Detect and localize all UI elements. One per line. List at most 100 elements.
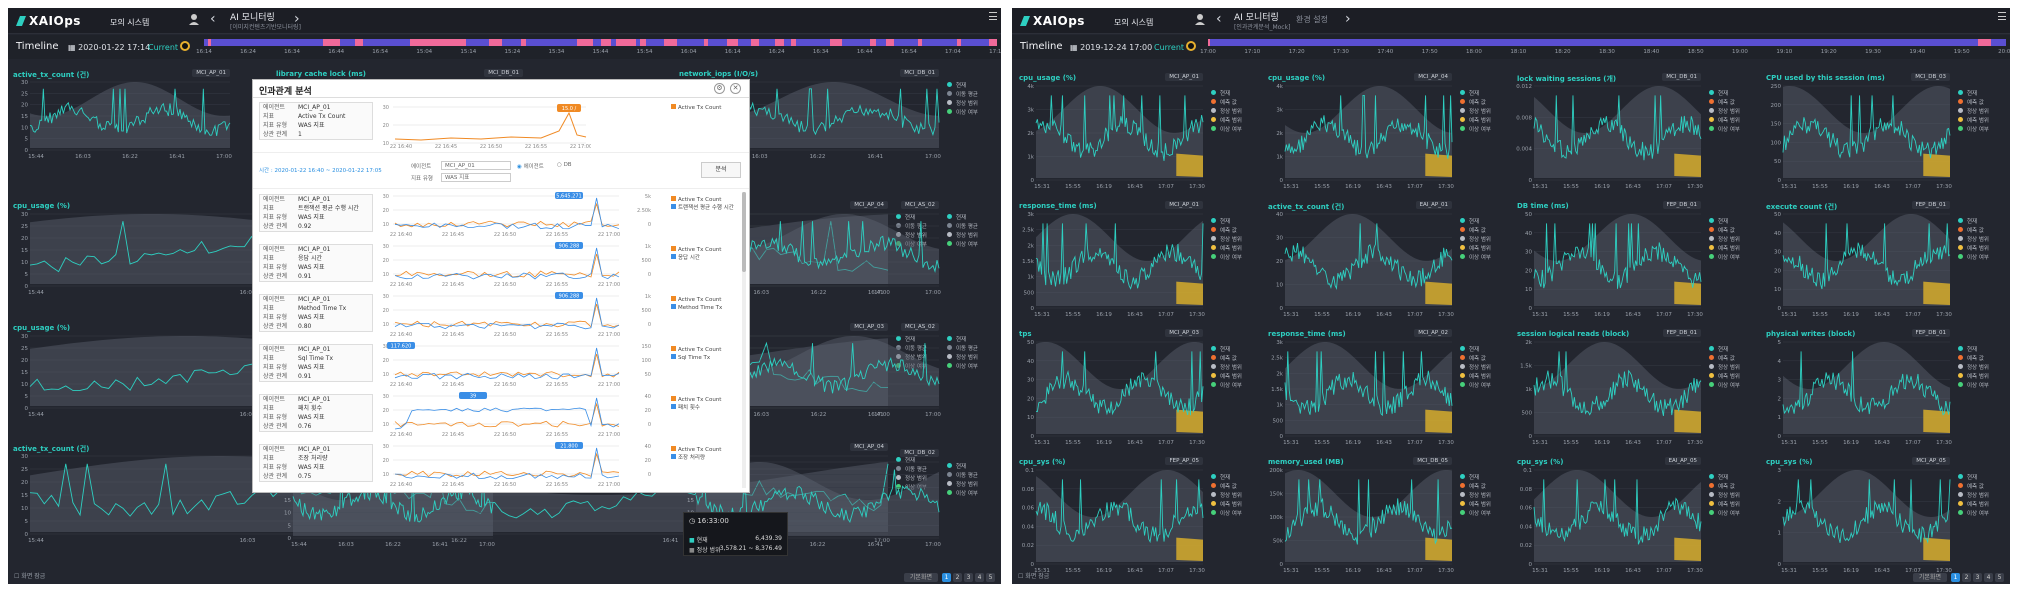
legend-item[interactable]: 정상 범위 xyxy=(1709,235,1740,245)
legend-item[interactable]: 정상 범위 xyxy=(1211,107,1242,117)
chart-legend[interactable]: 현재 예측 값 정상 범위 예측 범위 이상 여부 xyxy=(1211,89,1242,135)
chart-legend[interactable]: 현재 예측 값 정상 범위 예측 범위 이상 여부 xyxy=(1211,345,1242,391)
legend-item[interactable]: 현재 xyxy=(947,81,978,91)
legend-item[interactable]: 예측 값 xyxy=(1211,98,1242,108)
legend-item[interactable]: 예측 범위 xyxy=(1958,500,1989,510)
alert-segment[interactable] xyxy=(870,39,877,46)
legend-item[interactable]: 정상 범위 xyxy=(947,481,978,490)
clock-icon[interactable] xyxy=(180,41,190,51)
alert-segment[interactable] xyxy=(957,39,962,46)
chart-legend[interactable]: 현재 이동 평균 정상 범위 이상 여부 xyxy=(896,457,927,493)
metric-card[interactable]: response_time (ms) MCI_AP_01 3k 2.5k 2k 1.5k 1… xyxy=(1016,200,1261,318)
alert-segment[interactable] xyxy=(640,39,646,46)
legend-item[interactable]: 현재 xyxy=(1958,473,1989,483)
legend-item[interactable]: 예측 범위 xyxy=(1460,244,1491,254)
legend-item[interactable]: 현재 xyxy=(1709,89,1740,99)
app-logo[interactable]: XAIOps xyxy=(16,14,81,28)
legend-item[interactable]: 현재 xyxy=(1460,345,1491,355)
legend-item[interactable]: 예측 값 xyxy=(1709,482,1740,492)
legend-item[interactable]: 예측 범위 xyxy=(1958,372,1989,382)
legend-item[interactable]: 이상 여부 xyxy=(1709,125,1740,135)
chart-legend[interactable]: 현재 이동 평균 정상 범위 이상 여부 xyxy=(947,463,978,499)
pagination[interactable]: 기본화면 1 2 3 4 5 xyxy=(1912,572,2004,582)
screen-lock[interactable]: ☐ 화면 잠금 xyxy=(1018,573,1050,580)
type-select[interactable]: WAS 지표 xyxy=(441,173,511,182)
legend-item[interactable]: 예측 값 xyxy=(1709,98,1740,108)
chart-legend[interactable]: 현재 예측 값 정상 범위 예측 범위 이상 여부 xyxy=(1958,473,1989,519)
legend-item[interactable]: 정상 범위 xyxy=(896,354,927,363)
legend-item[interactable]: 예측 값 xyxy=(1958,354,1989,364)
legend-item[interactable]: 현재 xyxy=(1709,345,1740,355)
legend-item[interactable]: 이상 여부 xyxy=(1460,125,1491,135)
metric-card[interactable]: cpu_usage (%) MCI_AP_01 4k 3k 2k 1k 0 15:31 15:5… xyxy=(1016,72,1261,190)
alert-segment[interactable] xyxy=(449,39,466,46)
legend-item[interactable]: 이상 여부 xyxy=(947,490,978,499)
metric-card[interactable]: lock waiting sessions (개) MCI_DB_01 0.012 0… xyxy=(1514,72,1759,190)
chart-legend[interactable]: 현재 예측 값 정상 범위 예측 범위 이상 여부 xyxy=(1958,89,1989,135)
next-icon[interactable]: › xyxy=(294,11,300,27)
related-metric-info[interactable]: 에이전트 MCI_AP_01 지표 트랜잭션 평균 수행 시간 지표 유형 WAS 지표 상… xyxy=(259,194,373,232)
metric-card[interactable]: DB time (ms) FEP_DB_01 50 40 30 20 10 0 15:31 15:… xyxy=(1514,200,1759,318)
timeline-bar[interactable] xyxy=(204,39,997,46)
alert-segment[interactable] xyxy=(616,39,637,46)
server-badge[interactable]: MCI_DB_05 xyxy=(1413,457,1452,465)
legend-item[interactable]: 예측 범위 xyxy=(1958,244,1989,254)
legend-item[interactable]: 정상 범위 xyxy=(1460,363,1491,373)
chart-legend[interactable]: 현재 예측 값 정상 범위 예측 범위 이상 여부 xyxy=(1958,217,1989,263)
legend-item[interactable]: 예측 값 xyxy=(1460,354,1491,364)
alert-segment[interactable] xyxy=(207,39,212,46)
legend-item[interactable]: 현재 xyxy=(1709,217,1740,227)
page-button[interactable]: 2 xyxy=(1962,573,1971,582)
chart-legend[interactable]: 현재 예측 값 정상 범위 예측 범위 이상 여부 xyxy=(1460,217,1491,263)
legend-item[interactable]: 예측 값 xyxy=(1958,482,1989,492)
server-badge[interactable]: MCI_AS_02 xyxy=(901,323,939,331)
legend-item[interactable]: 예측 범위 xyxy=(1211,372,1242,382)
legend-item[interactable]: 정상 범위 xyxy=(1460,107,1491,117)
metric-card[interactable]: tps MCI_AP_03 50 40 30 20 10 0 15:31 15:55 16:19 16… xyxy=(1016,328,1261,446)
server-badge[interactable]: FEP_DB_01 xyxy=(1911,201,1950,209)
alert-segment[interactable] xyxy=(703,39,708,46)
chart-legend[interactable]: 현재 예측 값 정상 범위 예측 범위 이상 여부 xyxy=(1958,345,1989,391)
prev-icon[interactable]: ‹ xyxy=(210,11,216,27)
legend-item[interactable]: 예측 값 xyxy=(1211,226,1242,236)
legend-item[interactable]: 정상 범위 xyxy=(947,99,978,109)
metric-card[interactable]: cpu_sys (%) FEP_AP_05 0.1 0.08 0.06 0.04 0.02 0… xyxy=(1016,456,1261,574)
legend-item[interactable]: 현재 xyxy=(1460,89,1491,99)
metric-card[interactable]: active_tx_count (건) EAI_AP_01 40 30 20 10 0 15:… xyxy=(1265,200,1510,318)
page-button[interactable]: 4 xyxy=(1984,573,1993,582)
legend-item[interactable]: 예측 값 xyxy=(1709,226,1740,236)
legend-item[interactable]: 정상 범위 xyxy=(896,475,927,484)
metric-card[interactable]: memory_used (MB) MCI_DB_05 200k 150k 100k 50k… xyxy=(1265,456,1510,574)
chart-legend[interactable]: 현재 예측 값 정상 범위 예측 범위 이상 여부 xyxy=(1211,473,1242,519)
alert-segment[interactable] xyxy=(600,39,611,46)
chart-legend[interactable]: 현재 예측 값 정상 범위 예측 범위 이상 여부 xyxy=(1709,345,1740,391)
default-view-button[interactable]: 기본화면 xyxy=(903,573,938,582)
menu-icon[interactable] xyxy=(1998,12,2006,20)
server-badge[interactable]: MCI_DB_01 xyxy=(900,69,939,77)
alert-segment[interactable] xyxy=(663,39,678,46)
server-badge[interactable]: MCI_DB_01 xyxy=(1662,73,1701,81)
legend-item[interactable]: 예측 범위 xyxy=(1460,500,1491,510)
server-badge[interactable]: FEP_DB_01 xyxy=(1662,201,1701,209)
alert-segment[interactable] xyxy=(727,39,738,46)
metric-card[interactable]: session logical reads (block) FEP_DB_01 2k… xyxy=(1514,328,1759,446)
legend-item[interactable]: 이상 여부 xyxy=(947,363,978,372)
legend-item[interactable]: 현재 xyxy=(1211,89,1242,99)
app-logo[interactable]: XAIOps xyxy=(1020,14,1085,28)
legend-item[interactable]: 정상 범위 xyxy=(1211,235,1242,245)
page-button[interactable]: 2 xyxy=(953,573,962,582)
legend-item[interactable]: 이동 평균 xyxy=(947,472,978,481)
legend-item[interactable]: 이상 여부 xyxy=(1958,125,1989,135)
dialog-scrollbar[interactable] xyxy=(742,192,746,488)
radio-agent[interactable]: ◉ 에이전트 xyxy=(517,164,544,170)
chart-legend[interactable]: 현재 예측 값 정상 범위 예측 범위 이상 여부 xyxy=(1211,217,1242,263)
legend-item[interactable]: 정상 범위 xyxy=(1958,235,1989,245)
chart-legend[interactable]: 현재 이동 평균 정상 범위 이상 여부 xyxy=(947,81,978,118)
legend-item[interactable]: 정상 범위 xyxy=(1709,491,1740,501)
legend-item[interactable]: 현재 xyxy=(1709,473,1740,483)
menu-icon[interactable] xyxy=(989,12,997,20)
legend-item[interactable]: 예측 값 xyxy=(1958,98,1989,108)
legend-item[interactable]: 이상 여부 xyxy=(896,363,927,372)
chart-legend[interactable]: 현재 예측 값 정상 범위 예측 범위 이상 여부 xyxy=(1460,473,1491,519)
server-badge[interactable]: MCI_AP_04 xyxy=(850,201,888,209)
